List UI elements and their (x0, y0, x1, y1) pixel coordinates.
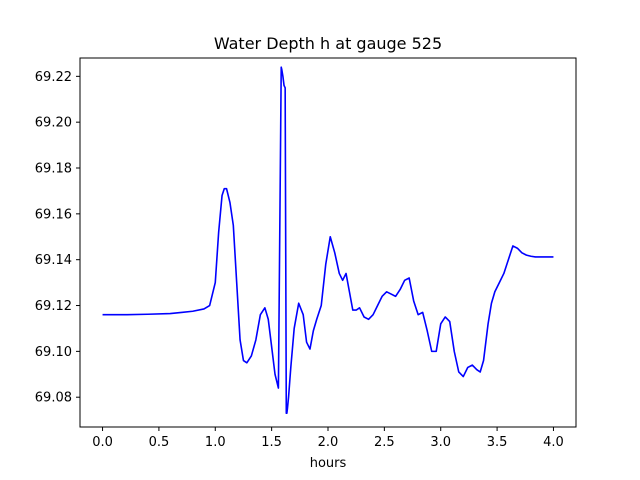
x-axis-label: hours (310, 456, 347, 471)
x-axis: 0.0 0.5 1.0 1.5 2.0 2.5 3.0 3.5 4.0 (92, 427, 564, 450)
x-tick-label: 2.5 (374, 435, 395, 450)
x-tick-label: 0.5 (149, 435, 170, 450)
y-tick-label: 69.12 (35, 299, 72, 314)
y-tick-label: 69.08 (35, 391, 72, 406)
x-tick-label: 3.0 (430, 435, 451, 450)
x-tick-label: 2.0 (318, 435, 339, 450)
y-tick-label: 69.20 (35, 116, 72, 131)
x-tick-label: 1.0 (205, 435, 226, 450)
x-tick-label: 4.0 (543, 435, 564, 450)
y-tick-label: 69.22 (35, 70, 72, 85)
y-tick-label: 69.16 (35, 207, 72, 222)
x-tick-label: 1.5 (261, 435, 282, 450)
y-tick-label: 69.18 (35, 162, 72, 177)
plot-area (102, 66, 554, 415)
y-axis: 69.08 69.10 69.12 69.14 69.16 69.18 69.20 69.22 (35, 70, 80, 406)
x-tick-label: 0.0 (92, 435, 113, 450)
y-tick-label: 69.14 (35, 253, 72, 268)
axes-frame (79, 57, 577, 428)
chart-title: Water Depth h at gauge 525 (214, 34, 442, 53)
series-line-0 (102, 66, 554, 415)
x-tick-label: 3.5 (487, 435, 508, 450)
y-tick-label: 69.10 (35, 345, 72, 360)
